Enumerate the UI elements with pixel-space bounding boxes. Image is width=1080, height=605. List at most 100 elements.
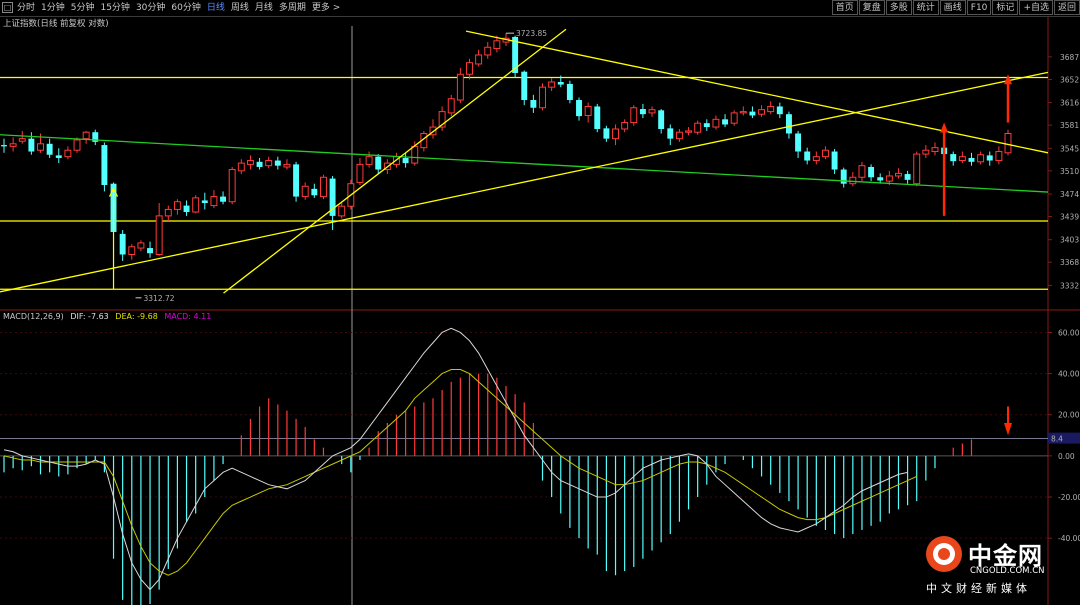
period-tab[interactable]: 分时 — [17, 3, 36, 13]
candle-body — [776, 106, 783, 115]
tool-tab[interactable]: F10 — [966, 0, 992, 15]
y-tick-label: 3474 — [1060, 190, 1079, 199]
candle-body — [566, 83, 573, 101]
candle-body — [621, 122, 629, 130]
period-tab[interactable]: 30分钟 — [135, 3, 166, 13]
candle-body — [1004, 132, 1012, 154]
macd-legend-name: MACD(12,26,9) — [3, 312, 64, 321]
period-tab[interactable]: 5分钟 — [70, 3, 95, 13]
macd-y-tick-label: -40.00 — [1058, 534, 1080, 543]
tool-tab[interactable]: +自选 — [1019, 0, 1053, 15]
candle-body — [402, 157, 409, 164]
y-tick-label: 3652 — [1060, 75, 1079, 84]
candle-body — [283, 163, 291, 168]
period-tab[interactable]: 更多 > — [311, 3, 341, 13]
candle-body — [46, 143, 53, 155]
candle-body — [128, 246, 136, 256]
candle-body — [730, 112, 738, 124]
candle-body — [237, 162, 245, 172]
period-tab[interactable]: 15分钟 — [100, 3, 130, 13]
candle-body — [64, 149, 72, 158]
candle-body — [675, 131, 683, 140]
candle-body — [594, 106, 601, 129]
macd-current-badge — [1048, 432, 1080, 444]
period-tab[interactable]: 1分钟 — [41, 3, 65, 13]
candle-body — [137, 242, 145, 249]
candle-body — [950, 154, 957, 162]
descending-trend-line — [465, 30, 1049, 154]
candle-body — [28, 138, 35, 152]
candle-body — [9, 143, 17, 147]
logo-tagline: 中文财经新媒体 — [926, 582, 1031, 595]
macd-legend-dif: DIF: -7.63 — [70, 312, 109, 321]
ascending-trend-line — [0, 71, 1049, 293]
macd-y-tick-label: 20.00 — [1058, 411, 1080, 420]
candle-body — [466, 62, 473, 75]
candle-body — [484, 46, 492, 56]
candle-body — [658, 110, 665, 129]
candle-body — [456, 73, 464, 101]
candle-body — [977, 154, 985, 163]
candle-body — [447, 98, 455, 114]
macd-y-tick-label: -20.00 — [1058, 493, 1080, 502]
candle-body — [913, 153, 921, 185]
period-tab[interactable]: 60分钟 — [171, 3, 201, 13]
y-tick-label: 3545 — [1060, 144, 1079, 153]
tool-tab[interactable]: 返回 — [1053, 0, 1080, 15]
candle-body — [293, 164, 300, 197]
candle-body — [1, 145, 7, 147]
candle-body — [18, 138, 26, 142]
macd-legend-macd: MACD: 4.11 — [164, 312, 212, 321]
red-arrow-up-2-head — [1004, 74, 1012, 85]
candle-body — [246, 160, 254, 165]
candle-body — [365, 156, 373, 165]
logo-text-cn: 中金网 — [968, 542, 1043, 570]
macd-legend-dea: DEA: -9.68 — [115, 312, 158, 321]
candle-body — [530, 100, 537, 108]
candle-body — [767, 105, 775, 113]
candle-body — [749, 111, 756, 116]
candle-body — [557, 82, 564, 85]
candle-body — [164, 208, 172, 217]
candle-body — [73, 139, 81, 151]
high-label: 3723.85 — [516, 29, 547, 38]
candle-body — [512, 36, 519, 73]
yellow-arrow — [108, 186, 119, 290]
candle-body — [319, 176, 327, 198]
period-tab[interactable]: 日线 — [206, 3, 225, 13]
macd-red-arrow-head — [1004, 422, 1012, 436]
y-tick-label: 3510 — [1060, 167, 1079, 176]
candle-body — [438, 111, 446, 128]
candle-body — [685, 130, 693, 133]
tool-tab[interactable]: 复盘 — [858, 0, 885, 15]
top-toolbar: □ 分时 1分钟 5分钟 15分钟 30分钟 60分钟 日线 周线 月线 多周期 更多 > 首页 复盘… — [0, 0, 1080, 17]
candle-body — [338, 205, 346, 217]
candle-body — [630, 107, 638, 124]
period-tab[interactable]: 月线 — [254, 3, 273, 13]
tool-tab[interactable]: 画线 — [939, 0, 966, 15]
logo-text-en: CNGOLD.COM.CN — [970, 566, 1045, 576]
window-menu-icon[interactable]: □ — [2, 2, 13, 13]
candle-body — [639, 109, 646, 115]
tool-tab[interactable]: 多股 — [885, 0, 912, 15]
candle-body — [155, 215, 163, 256]
candle-body — [539, 86, 546, 109]
candle-body — [256, 161, 263, 167]
candle-body — [922, 149, 930, 155]
tool-tab[interactable]: 首页 — [831, 0, 858, 15]
period-tab[interactable]: 周线 — [230, 3, 249, 13]
candle-body — [301, 185, 309, 198]
period-tab[interactable]: 多周期 — [278, 3, 306, 13]
candle-body — [521, 71, 528, 101]
y-tick-label: 3403 — [1060, 236, 1079, 245]
candle-body — [147, 248, 154, 254]
macd-current-value: 8.4 — [1051, 435, 1063, 444]
tool-tab[interactable]: 标记 — [992, 0, 1019, 15]
candle-body — [475, 54, 483, 65]
y-tick-label: 3616 — [1060, 99, 1079, 108]
macd-y-tick-label: 40.00 — [1058, 370, 1080, 379]
candle-body — [411, 145, 419, 164]
tool-tab[interactable]: 统计 — [912, 0, 939, 15]
candle-body — [667, 128, 674, 139]
